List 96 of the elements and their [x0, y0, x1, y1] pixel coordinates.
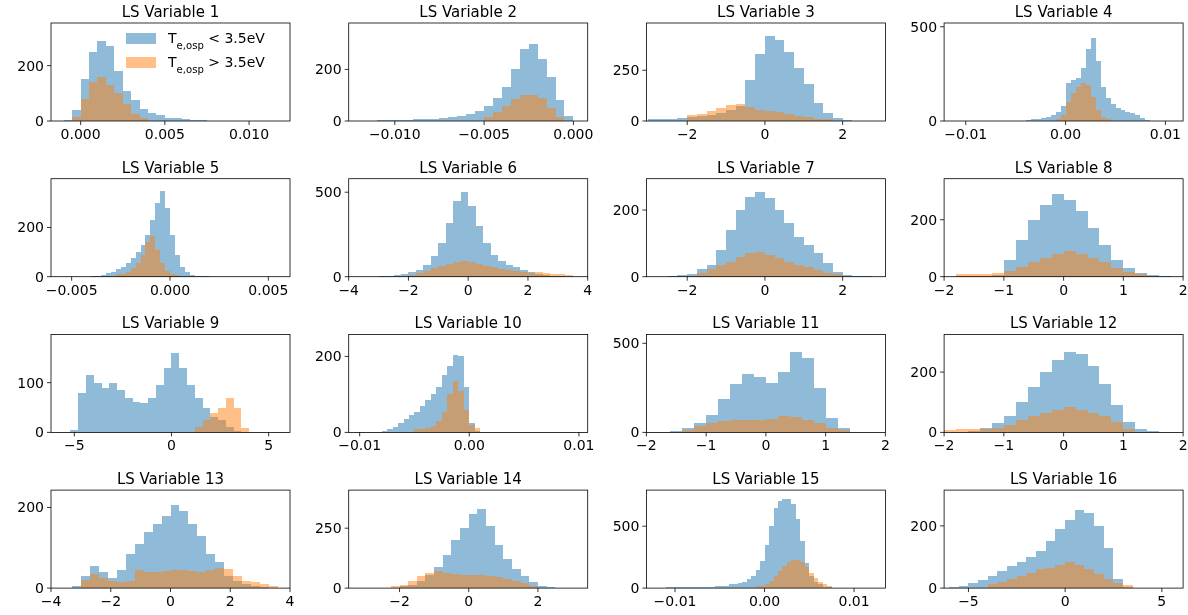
chart-title: LS Variable 9	[121, 314, 220, 333]
chart-title: LS Variable 5	[121, 158, 220, 177]
y-tick-label: 250	[314, 520, 342, 537]
x-tick-label: −2	[389, 593, 410, 610]
x-tick-label: 0.01	[1149, 126, 1182, 142]
y-tick-label: 0	[35, 113, 44, 129]
x-tick-label: −0.010	[368, 126, 421, 142]
y-tick-label: 200	[910, 211, 938, 228]
x-tick-label: −0.01	[653, 593, 697, 610]
x-tick-label: −1	[993, 437, 1015, 454]
x-tick-label: 5	[264, 437, 274, 454]
x-tick-label: −2	[100, 593, 122, 610]
legend-label: T$_{e,osp}$ < 3.5eV	[167, 30, 266, 51]
chart-title: LS Variable 15	[712, 470, 820, 489]
x-tick-label: 0	[760, 281, 770, 298]
x-tick-label: 0.01	[838, 593, 870, 610]
chart-title: LS Variable 11	[712, 314, 820, 333]
x-tick-label: −2	[676, 281, 698, 298]
x-tick-label: 0.000	[553, 126, 594, 142]
y-tick-label: 0	[332, 580, 342, 597]
y-tick-label: 0	[630, 580, 640, 597]
y-tick-label: 0	[630, 268, 640, 285]
y-tick-label: 200	[910, 517, 938, 534]
x-tick-label: 0.000	[60, 126, 101, 142]
chart-title: LS Variable 6	[419, 158, 518, 177]
y-tick-label: 200	[17, 57, 44, 74]
x-tick-label: 0.000	[149, 281, 191, 298]
chart-title: LS Variable 16	[1009, 470, 1118, 489]
x-tick-label: 2	[880, 437, 890, 454]
y-tick-label: 100	[17, 374, 44, 391]
x-tick-label: 2	[838, 281, 848, 298]
x-tick-label: 4	[583, 281, 593, 298]
x-tick-label: 2	[1178, 437, 1188, 454]
y-tick-label: 200	[910, 364, 938, 381]
x-tick-label: 0	[1060, 593, 1070, 610]
x-tick-label: 5	[1157, 593, 1167, 610]
x-tick-label: 0	[166, 593, 175, 610]
legend-label: T$_{e,osp}$ > 3.5eV	[167, 54, 266, 75]
x-tick-label: 0	[464, 593, 474, 610]
y-tick-label: 200	[314, 61, 342, 78]
y-tick-label: 200	[314, 348, 342, 365]
x-tick-label: 0	[463, 281, 473, 298]
x-tick-label: −1	[695, 437, 717, 454]
y-tick-label: 0	[630, 113, 640, 129]
chart-title: LS Variable 8	[1014, 158, 1113, 177]
x-tick-label: −0.005	[458, 126, 510, 142]
x-tick-label: 0.010	[229, 126, 270, 142]
chart-title: LS Variable 12	[1009, 314, 1118, 333]
y-tick-label: 0	[928, 580, 938, 597]
chart-title: LS Variable 14	[414, 470, 522, 489]
x-tick-label: 2	[1178, 281, 1188, 298]
x-tick-label: 1	[821, 437, 831, 454]
y-tick-label: 0	[928, 113, 938, 129]
x-tick-label: 0.00	[1050, 126, 1082, 142]
chart-title: LS Variable 10	[414, 314, 522, 333]
x-tick-label: −2	[676, 126, 698, 142]
x-tick-label: 0	[1059, 281, 1069, 298]
chart-title: LS Variable 4	[1014, 3, 1113, 21]
x-tick-label: 2	[523, 281, 533, 298]
chart-title: LS Variable 13	[116, 470, 225, 489]
x-tick-label: 1	[1118, 437, 1128, 454]
y-tick-label: 200	[17, 219, 44, 236]
x-tick-label: −0.01	[944, 126, 988, 142]
y-tick-label: 500	[612, 518, 640, 535]
x-tick-label: 0.01	[563, 437, 595, 454]
x-tick-label: 0	[1059, 437, 1069, 454]
x-tick-label: 0	[761, 437, 771, 454]
chart-title: LS Variable 2	[419, 3, 518, 21]
x-tick-label: −1	[993, 281, 1015, 298]
x-tick-label: −0.005	[45, 281, 98, 298]
y-tick-label: 0	[35, 424, 44, 441]
x-tick-label: 0.005	[248, 281, 289, 298]
x-tick-label: 1	[1118, 281, 1128, 298]
y-tick-label: 500	[910, 18, 938, 35]
x-tick-label: −5	[958, 593, 979, 610]
x-tick-label: 0.00	[453, 437, 485, 454]
y-tick-label: 250	[612, 62, 640, 79]
y-tick-label: 0	[35, 268, 44, 285]
x-tick-label: 0	[760, 126, 770, 142]
y-tick-label: 200	[612, 202, 640, 219]
y-tick-label: 0	[332, 113, 342, 129]
x-tick-label: 0	[167, 437, 176, 454]
x-tick-label: 4	[285, 593, 295, 610]
y-tick-label: 200	[17, 499, 44, 516]
x-tick-label: 2	[838, 126, 848, 142]
x-tick-label: −2	[398, 281, 419, 298]
chart-title: LS Variable 3	[717, 3, 815, 21]
x-tick-label: 2	[225, 593, 235, 610]
x-tick-label: 2	[533, 593, 543, 610]
x-tick-label: 0.005	[144, 126, 185, 142]
x-tick-label: −5	[64, 437, 85, 454]
chart-title: LS Variable 1	[121, 3, 220, 21]
y-tick-label: 500	[612, 335, 640, 352]
chart-title: LS Variable 7	[717, 158, 815, 177]
x-tick-label: 0.00	[748, 593, 781, 610]
y-tick-label: 500	[314, 184, 342, 201]
